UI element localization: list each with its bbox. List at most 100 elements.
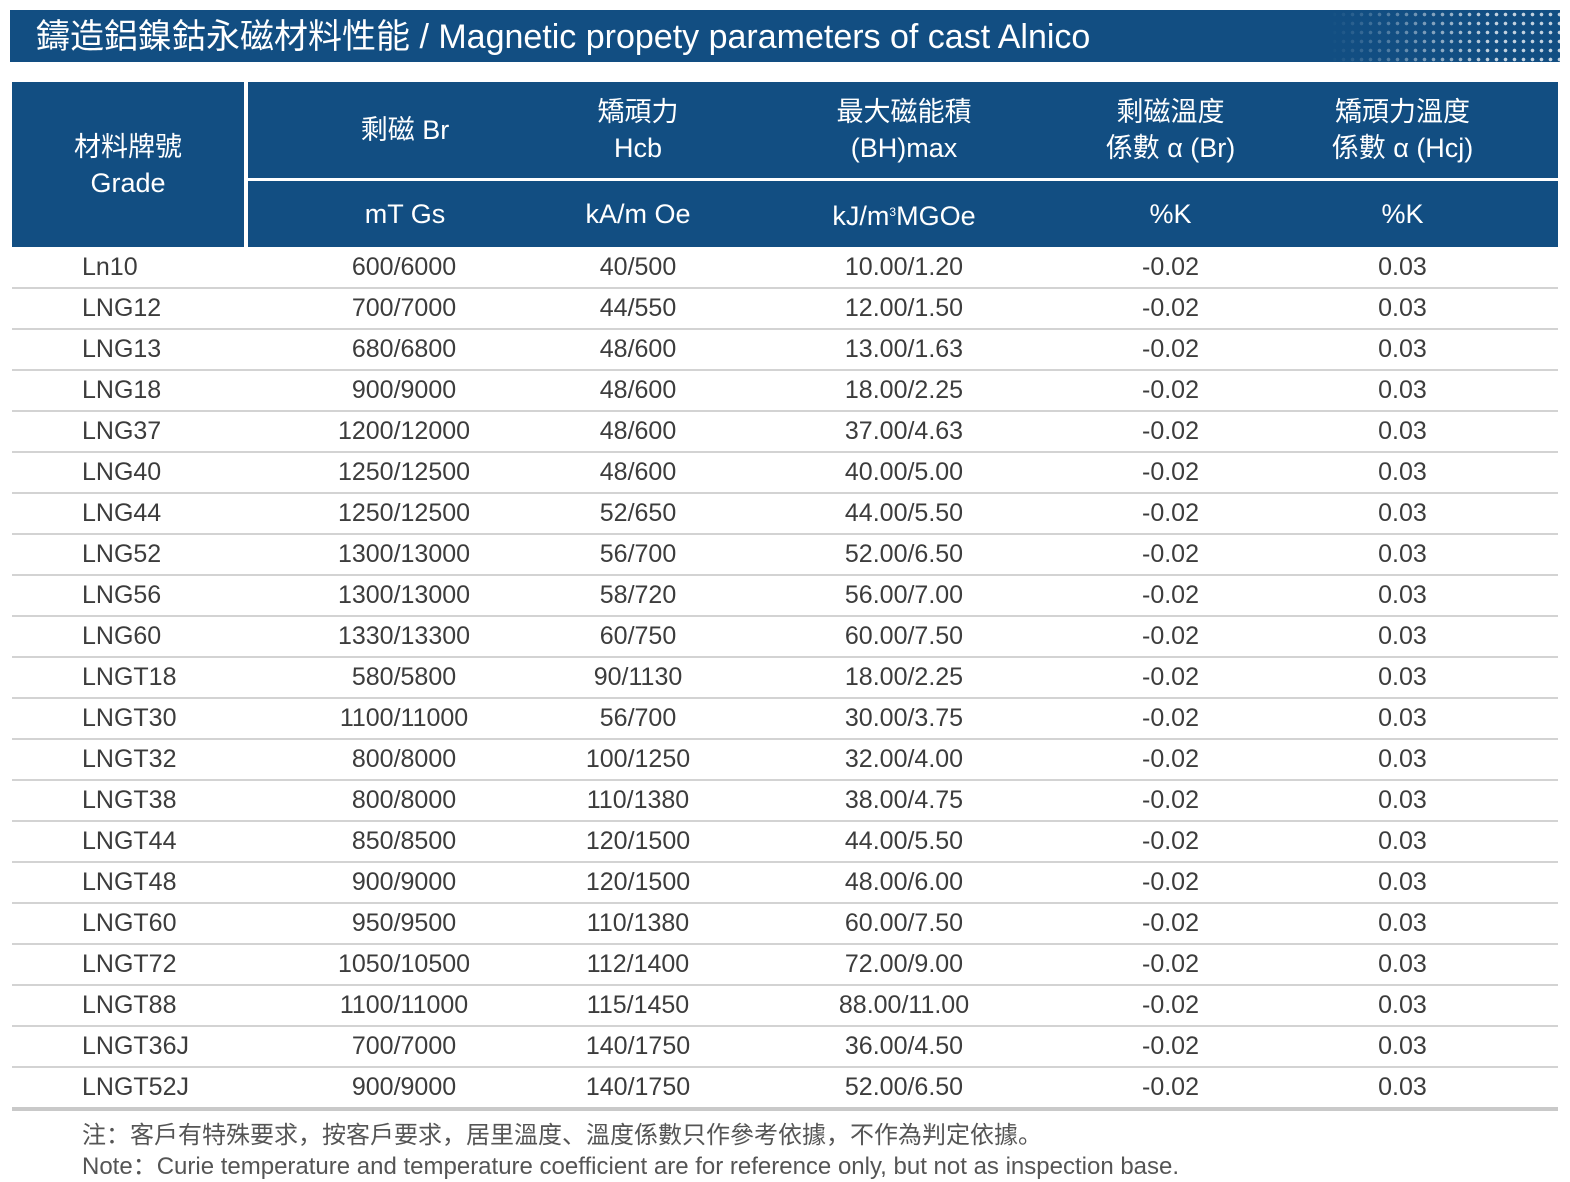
cell-hcb: 58/720	[562, 575, 714, 617]
cell-hcb: 52/650	[562, 493, 714, 535]
table-row: LNG56 1300/13000 58/720 56.00/7.00 -0.02 0.03	[12, 575, 1558, 617]
header-bhmax-cn: 最大磁能積	[836, 97, 972, 127]
cell-hcb: 48/600	[562, 370, 714, 412]
table-row: LNG12 700/7000 44/550 12.00/1.50 -0.02 0.03	[12, 288, 1558, 330]
cell-hcb: 90/1130	[562, 657, 714, 699]
table-row: Ln10 600/6000 40/500 10.00/1.20 -0.02 0.03	[12, 247, 1558, 289]
cell-br: 1200/12000	[246, 411, 562, 453]
cell-bhmax: 37.00/4.63	[714, 411, 1094, 453]
cell-hcb: 110/1380	[562, 903, 714, 945]
cell-hcb: 110/1380	[562, 780, 714, 822]
cell-alpha-hcj: 0.03	[1247, 657, 1558, 699]
cell-alpha-hcj: 0.03	[1247, 370, 1558, 412]
footnote-cn: 注：客戶有特殊要求，按客戶要求，居里溫度、溫度係數只作參考依據，不作為判定依據。	[82, 1122, 1042, 1149]
cell-bhmax: 30.00/3.75	[714, 698, 1094, 740]
cell-br: 1330/13300	[246, 616, 562, 658]
cell-grade: LNGT88	[12, 985, 246, 1027]
cell-alpha-hcj: 0.03	[1247, 862, 1558, 904]
cell-br: 1300/13000	[246, 575, 562, 617]
cell-grade: LNG13	[12, 329, 246, 371]
cell-grade: LNG60	[12, 616, 246, 658]
cell-alpha-br: -0.02	[1094, 370, 1247, 412]
cell-hcb: 44/550	[562, 288, 714, 330]
cell-grade: LNG37	[12, 411, 246, 453]
table-row: LNGT32 800/8000 100/1250 32.00/4.00 -0.02 0.0…	[12, 739, 1558, 781]
cell-br: 900/9000	[246, 862, 562, 904]
cell-alpha-br: -0.02	[1094, 493, 1247, 535]
table-row: LNGT30 1100/11000 56/700 30.00/3.75 -0.02 0.0…	[12, 698, 1558, 740]
header-grade: 材料牌號 Grade	[12, 82, 248, 247]
table-row: LNG60 1330/13300 60/750 60.00/7.50 -0.02 0.03	[12, 616, 1558, 658]
cell-alpha-hcj: 0.03	[1247, 821, 1558, 863]
table-body: Ln10 600/6000 40/500 10.00/1.20 -0.02 0.03 LNG…	[12, 247, 1558, 1111]
cell-alpha-br: -0.02	[1094, 698, 1247, 740]
cell-bhmax: 38.00/4.75	[714, 780, 1094, 822]
cell-br: 1250/12500	[246, 452, 562, 494]
cell-alpha-br: -0.02	[1094, 288, 1247, 330]
cell-alpha-br: -0.02	[1094, 657, 1247, 699]
cell-bhmax: 44.00/5.50	[714, 493, 1094, 535]
cell-alpha-hcj: 0.03	[1247, 780, 1558, 822]
cell-alpha-hcj: 0.03	[1247, 493, 1558, 535]
cell-bhmax: 18.00/2.25	[714, 657, 1094, 699]
header-alpha-br: 剩磁溫度 係數 α (Br)	[1094, 82, 1247, 180]
cell-bhmax: 36.00/4.50	[714, 1026, 1094, 1068]
cell-alpha-hcj: 0.03	[1247, 944, 1558, 986]
cell-alpha-hcj: 0.03	[1247, 452, 1558, 494]
unit-alpha-hcj: %K	[1247, 178, 1558, 247]
header-alpha-hcj: 矯頑力溫度 係數 α (Hcj)	[1247, 82, 1558, 180]
header-grade-cn: 材料牌號	[74, 131, 182, 162]
cell-grade: LNGT48	[12, 862, 246, 904]
table-row: LNG13 680/6800 48/600 13.00/1.63 -0.02 0.03	[12, 329, 1558, 371]
table-row: LNG52 1300/13000 56/700 52.00/6.50 -0.02 0.03	[12, 534, 1558, 576]
header-hcb-cn: 矯頑力	[597, 97, 679, 127]
cell-alpha-hcj: 0.03	[1247, 329, 1558, 371]
cell-grade: LNG52	[12, 534, 246, 576]
cell-alpha-hcj: 0.03	[1247, 575, 1558, 617]
cell-alpha-br: -0.02	[1094, 247, 1247, 289]
header-grade-en: Grade	[90, 167, 166, 198]
cell-grade: LNG44	[12, 493, 246, 535]
cell-alpha-br: -0.02	[1094, 821, 1247, 863]
cell-alpha-br: -0.02	[1094, 616, 1247, 658]
cell-hcb: 48/600	[562, 452, 714, 494]
cell-grade: LNG18	[12, 370, 246, 412]
cell-bhmax: 88.00/11.00	[714, 985, 1094, 1027]
cell-bhmax: 72.00/9.00	[714, 944, 1094, 986]
header-br-label: 剩磁 Br	[360, 115, 450, 145]
cell-grade: LNGT38	[12, 780, 246, 822]
table-row: LNG18 900/9000 48/600 18.00/2.25 -0.02 0.03	[12, 370, 1558, 412]
header-hcb: 矯頑力 Hcb	[562, 82, 714, 180]
cell-alpha-hcj: 0.03	[1247, 739, 1558, 781]
title-bar: 鑄造鋁鎳鈷永磁材料性能 / Magnetic propety parameter…	[10, 10, 1560, 62]
cell-grade: LNGT60	[12, 903, 246, 945]
cell-alpha-br: -0.02	[1094, 575, 1247, 617]
cell-bhmax: 60.00/7.50	[714, 903, 1094, 945]
cell-hcb: 48/600	[562, 411, 714, 453]
cell-alpha-br: -0.02	[1094, 452, 1247, 494]
cell-br: 900/9000	[246, 370, 562, 412]
cell-grade: LNGT18	[12, 657, 246, 699]
cell-alpha-hcj: 0.03	[1247, 985, 1558, 1027]
table-row: LNGT72 1050/10500 112/1400 72.00/9.00 -0.02 0…	[12, 944, 1558, 986]
header-bhmax: 最大磁能積 (BH)max	[714, 82, 1094, 180]
unit-br: mT Gs	[246, 178, 562, 247]
cell-alpha-hcj: 0.03	[1247, 903, 1558, 945]
cell-grade: LNGT36J	[12, 1026, 246, 1068]
table-row: LNGT18 580/5800 90/1130 18.00/2.25 -0.02 0.03	[12, 657, 1558, 699]
cell-br: 1100/11000	[246, 698, 562, 740]
cell-hcb: 100/1250	[562, 739, 714, 781]
cell-bhmax: 13.00/1.63	[714, 329, 1094, 371]
cell-grade: LNGT52J	[12, 1067, 246, 1111]
cell-grade: LNG40	[12, 452, 246, 494]
cell-hcb: 120/1500	[562, 821, 714, 863]
cell-hcb: 56/700	[562, 698, 714, 740]
cell-hcb: 120/1500	[562, 862, 714, 904]
cell-alpha-br: -0.02	[1094, 534, 1247, 576]
cell-alpha-hcj: 0.03	[1247, 411, 1558, 453]
cell-br: 900/9000	[246, 1067, 562, 1111]
cell-grade: LNGT30	[12, 698, 246, 740]
cell-bhmax: 44.00/5.50	[714, 821, 1094, 863]
dot-pattern-decoration	[1330, 10, 1560, 62]
cell-hcb: 60/750	[562, 616, 714, 658]
